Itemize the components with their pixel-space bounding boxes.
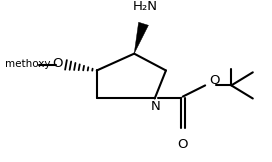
Text: methoxy: methoxy bbox=[5, 59, 50, 69]
Text: O: O bbox=[178, 138, 188, 151]
Text: O: O bbox=[209, 74, 220, 87]
Text: O: O bbox=[52, 57, 62, 70]
Text: H₂N: H₂N bbox=[133, 0, 158, 13]
Text: N: N bbox=[151, 100, 160, 113]
Polygon shape bbox=[134, 22, 149, 54]
